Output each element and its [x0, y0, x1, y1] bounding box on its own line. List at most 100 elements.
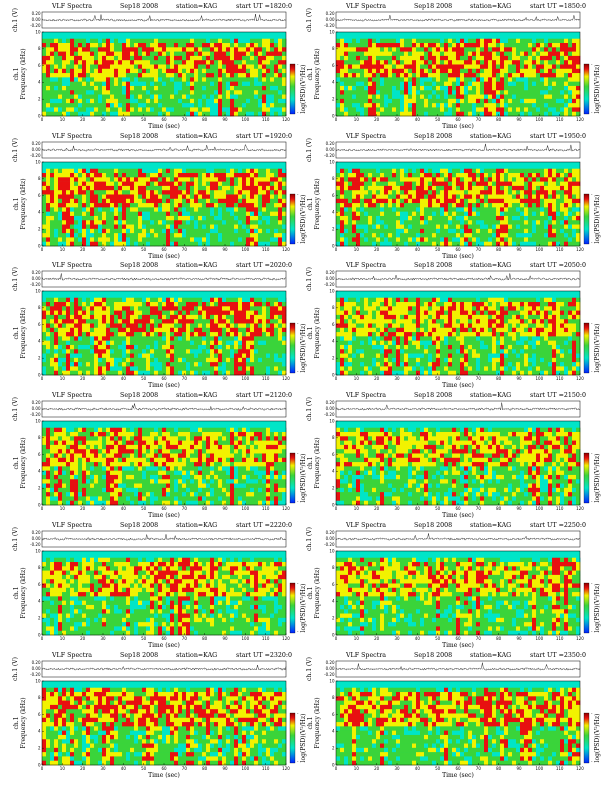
spectrogram-cell	[548, 68, 553, 74]
spectrogram-cell	[400, 233, 405, 238]
spectrogram-cell	[392, 47, 397, 52]
spectrogram-cell	[532, 207, 537, 212]
spectrogram-cell	[524, 38, 529, 44]
spectrogram-cell	[476, 47, 481, 52]
spectrogram-cell	[404, 68, 409, 74]
spectrogram-cell	[58, 68, 63, 74]
spectrogram-cell	[524, 43, 529, 48]
spectrogram-cell	[576, 68, 581, 74]
spectrogram-cell	[90, 47, 95, 52]
spectrogram-cell	[572, 224, 577, 230]
spectrogram-cell	[46, 306, 51, 311]
spectrogram-cell	[568, 220, 573, 225]
spectrogram-cell	[54, 224, 59, 230]
spectrogram-cell	[520, 207, 525, 212]
spectrogram-cell	[548, 107, 553, 112]
spectrogram-cell	[436, 211, 441, 217]
spectrogram-cell	[504, 68, 509, 74]
spectrogram-cell	[544, 90, 549, 95]
spectrogram-cell	[484, 107, 489, 112]
spectrogram-cell	[242, 211, 247, 217]
spectrogram-cell	[484, 85, 489, 91]
ch1-axis-label: ch.1 (V)	[12, 8, 19, 32]
spectrogram-cell	[348, 168, 353, 174]
spectrogram-cell	[516, 224, 521, 230]
spectrogram-cell	[476, 194, 481, 200]
spectrogram-cell	[230, 211, 235, 217]
spectrogram-cell	[234, 228, 239, 234]
spectrogram-cell	[46, 228, 51, 234]
spectrogram-cell	[42, 306, 47, 311]
spectrogram-cell	[114, 168, 119, 174]
spectrogram-cell	[520, 241, 525, 247]
ch1-tick-label: -0.20	[324, 23, 335, 28]
spectrogram-cell	[238, 55, 243, 61]
spectrogram-cell	[528, 103, 533, 108]
x-tick-label: 70	[476, 247, 482, 252]
spectrogram-cell	[42, 340, 47, 346]
spectrogram-cell	[416, 43, 421, 48]
spectrogram-cell	[564, 64, 569, 70]
spectrogram-cell	[420, 211, 425, 217]
spectrogram-cell	[106, 181, 111, 187]
spectrogram-cell	[392, 211, 397, 217]
spectrogram-cell	[42, 190, 47, 195]
spectrogram-cell	[250, 198, 255, 204]
spectrogram-cell	[524, 194, 529, 200]
spectrogram-cell	[170, 168, 175, 174]
spectrogram-cell	[376, 38, 381, 44]
spectrogram-cell	[254, 177, 259, 182]
spectrogram-cell	[42, 64, 47, 70]
y-tick-label: 4	[38, 80, 41, 85]
spectrogram-cell	[222, 181, 227, 187]
spectrogram-cell	[174, 103, 179, 108]
spectrogram-cell	[50, 60, 55, 65]
spectrogram-cell	[62, 98, 67, 104]
spectrogram-cell	[82, 60, 87, 65]
spectrogram-cell	[94, 207, 99, 212]
spectrogram-cell	[106, 327, 111, 333]
spectrogram-cell	[496, 64, 501, 70]
spectrogram-cell	[90, 332, 95, 337]
spectrogram-cell	[94, 73, 99, 78]
spectrogram-cell	[476, 185, 481, 191]
spectrogram-cell	[126, 68, 131, 74]
spectrogram-cell	[182, 177, 187, 182]
spectrogram-cell	[94, 90, 99, 95]
spectrogram-cell	[368, 177, 373, 182]
spectrogram-cell	[572, 98, 577, 104]
spectrogram-cell	[74, 370, 79, 376]
spectrogram-cell	[556, 90, 561, 95]
spectrogram-cell	[154, 60, 159, 65]
spectrogram-cell	[440, 198, 445, 204]
spectrogram-cell	[114, 220, 119, 225]
spectrogram-cell	[412, 60, 417, 65]
spectrogram-cell	[552, 215, 557, 221]
spectrogram-cell	[436, 215, 441, 221]
spectrogram-cell	[348, 68, 353, 74]
spectrogram-cells	[336, 168, 581, 247]
spectrogram-cell	[556, 85, 561, 91]
spectrogram-cell	[166, 47, 171, 52]
spectrogram-cell	[452, 181, 457, 187]
y-axis-label-frequency: Frequency (kHz)	[314, 178, 321, 229]
spectrogram-cell	[86, 336, 91, 341]
spectrogram-cell	[388, 73, 393, 78]
spectrogram-cell	[78, 77, 83, 82]
spectrogram-cell	[352, 233, 357, 238]
spectrogram-cell	[154, 207, 159, 212]
ch1-tick-label: 0.00	[326, 147, 335, 152]
spectrogram-cell	[246, 98, 251, 104]
spectrogram-cell	[556, 215, 561, 221]
spectrogram-cell	[62, 336, 67, 341]
spectrogram-cell	[372, 60, 377, 65]
spectrogram-cell	[432, 181, 437, 187]
spectrogram-cell	[214, 233, 219, 238]
spectrogram-cell	[508, 90, 513, 95]
spectrogram-cell	[170, 64, 175, 70]
spectrogram-cell	[106, 353, 111, 359]
spectrogram-cell	[66, 111, 71, 117]
spectrogram-cell	[270, 81, 275, 87]
spectrogram-cell	[66, 220, 71, 225]
spectrogram-cell	[254, 60, 259, 65]
